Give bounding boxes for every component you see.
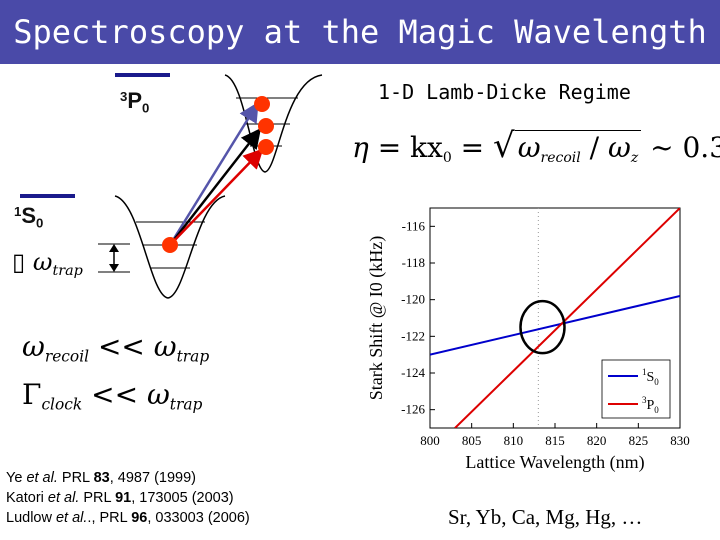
x-tick-label-2: 810 [504, 433, 524, 448]
y-tick-label-5: -126 [401, 402, 425, 417]
recoil-inequality: ωrecoil << ωtrap [22, 330, 210, 366]
ground-trap-well [114, 195, 226, 299]
slide-title-bar: Spectroscopy at the Magic Wavelength [0, 0, 720, 64]
lamb-dicke-equation: η = kx0 = √ ωrecoil / ωz ~ 0.3 [352, 126, 720, 166]
trap-spacing-arrowhead-down [109, 264, 119, 272]
trap-frequency-label: ▯ ωtrap [12, 248, 83, 280]
crossing-circle [519, 299, 566, 355]
y-axis-label: Stark Shift @ I0 (kHz) [366, 236, 387, 401]
ground-atom-dot [162, 237, 178, 253]
regime-heading: 1-D Lamb-Dicke Regime [378, 80, 631, 104]
stark-shift-chart: 800 805 810 815 820 825 830 -116 -118 -120 -122 -12… [366, 207, 690, 473]
excited-trap-well [224, 74, 323, 173]
excited-atom-dot-2 [258, 139, 274, 155]
y-tick-label-2: -120 [401, 292, 425, 307]
carrier-arrow [169, 128, 262, 246]
blue-sideband-arrow [168, 101, 259, 246]
references: Ye et al. PRL 83, 4987 (1999) Katori et … [6, 468, 250, 528]
trap-diagram [20, 73, 323, 299]
trap-spacing-arrowhead-up [109, 244, 119, 252]
series-line-1S0 [430, 295, 680, 356]
clock-inequality: Γclock << ωtrap [22, 378, 203, 414]
excited-atom-dot-1 [258, 118, 274, 134]
x-tick-label-3: 815 [545, 433, 565, 448]
x-tick-label-6: 830 [670, 433, 690, 448]
y-tick-label-0: -116 [402, 218, 426, 233]
series-line-3P0 [454, 208, 680, 428]
reference-1: Katori et al. PRL 91, 173005 (2003) [6, 490, 234, 506]
slide-title: Spectroscopy at the Magic Wavelength [13, 13, 707, 51]
x-tick-label-0: 800 [420, 433, 440, 448]
legend-label-1S0: 1S0 [642, 367, 659, 387]
reference-0: Ye et al. PRL 83, 4987 (1999) [6, 470, 197, 486]
excited-state-label: 3P0 [120, 88, 150, 116]
legend-box [601, 359, 671, 419]
x-axis-label: Lattice Wavelength (nm) [465, 452, 644, 473]
excited-atom-dot-0 [254, 96, 270, 112]
y-tick-label-4: -124 [401, 365, 425, 380]
x-tick-label-4: 820 [587, 433, 607, 448]
elements-list: Sr, Yb, Ca, Mg, Hg, … [448, 505, 643, 529]
reference-2: Ludlow et al.., PRL 96, 033003 (2006) [6, 510, 250, 526]
y-tick-label-1: -118 [402, 255, 425, 270]
x-tick-label-1: 805 [462, 433, 482, 448]
y-tick-label-3: -122 [401, 328, 425, 343]
legend-label-3P0: 3P0 [642, 395, 659, 415]
red-sideband-arrow [169, 148, 264, 246]
x-tick-label-5: 825 [629, 433, 649, 448]
ground-state-label: 1S0 [14, 203, 44, 231]
